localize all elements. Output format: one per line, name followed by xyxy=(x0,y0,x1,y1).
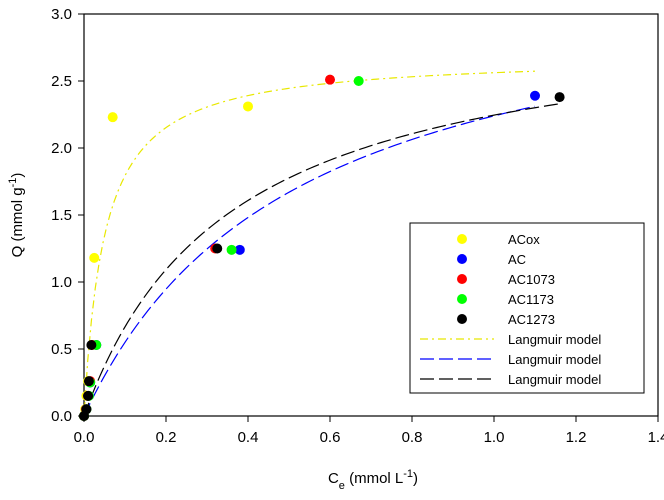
x-tick-label: 1.4 xyxy=(648,429,664,446)
y-tick-label: 1.5 xyxy=(51,207,72,224)
legend-label: ACox xyxy=(508,232,540,247)
point-ac1273 xyxy=(83,390,94,401)
x-tick-label: 1.0 xyxy=(484,429,505,446)
point-ac1173 xyxy=(226,244,237,255)
y-axis-label: Q (mmol g-1) xyxy=(7,173,26,258)
x-tick-label: 0.0 xyxy=(74,429,95,446)
legend: ACox AC AC1073 AC1173 AC1273 Langmuir model La… xyxy=(409,222,645,394)
point-ac xyxy=(530,90,540,101)
y-tick-label: 2.5 xyxy=(51,73,72,90)
y-axis: 0.0 0.5 1.0 1.5 2.0 2.5 3.0 xyxy=(51,6,84,425)
y-axis-label-sup: -1 xyxy=(7,178,19,188)
y-axis-label-main: Q (mmol g xyxy=(9,187,26,257)
point-ac1173 xyxy=(353,76,364,86)
langmuir-model-line-3 xyxy=(83,103,560,417)
legend-marker-ac1273 xyxy=(457,314,467,324)
legend-label: AC1173 xyxy=(508,292,554,307)
point-ac1273 xyxy=(81,404,92,415)
legend-marker-ac1173 xyxy=(457,294,467,304)
legend-label: AC1073 xyxy=(508,272,555,287)
x-axis-label-sub: e xyxy=(339,480,345,492)
y-axis-label-close: ) xyxy=(9,173,26,178)
legend-label: Langmuir model xyxy=(508,332,601,347)
y-tick-label: 2.0 xyxy=(51,140,72,157)
x-axis-label-rest: (mmol L xyxy=(345,470,403,487)
x-axis-label: Ce (mmol L-1) xyxy=(328,468,418,492)
legend-label: AC xyxy=(508,252,526,267)
legend-marker-ac xyxy=(457,254,467,264)
point-ac xyxy=(234,244,245,255)
point-ac1273 xyxy=(554,92,565,103)
y-tick-label: 1.0 xyxy=(51,274,72,291)
legend-marker-ac1073 xyxy=(457,274,467,284)
legend-box xyxy=(409,222,645,394)
x-tick-label: 1.2 xyxy=(566,429,587,446)
x-tick-label: 0.2 xyxy=(156,429,177,446)
x-axis-label-close: ) xyxy=(413,470,418,487)
point-acox xyxy=(89,252,100,263)
x-axis: 0.0 0.2 0.4 0.6 0.8 1.0 1.2 1.4 xyxy=(74,416,664,446)
y-tick-label: 3.0 xyxy=(51,6,72,23)
langmuir-model-line-1 xyxy=(83,70,536,417)
x-axis-label-main: C xyxy=(328,470,339,487)
y-tick-label: 0.0 xyxy=(51,408,72,425)
point-ac1073 xyxy=(325,74,335,85)
legend-label: Langmuir model xyxy=(508,372,601,387)
legend-marker-acox xyxy=(457,234,467,244)
x-tick-label: 0.4 xyxy=(238,429,259,446)
legend-label: AC1273 xyxy=(508,312,555,327)
legend-label: Langmuir model xyxy=(508,352,601,367)
x-axis-label-sup: -1 xyxy=(403,468,413,480)
point-ac1273 xyxy=(212,243,223,254)
point-ac1273 xyxy=(86,339,97,350)
point-acox xyxy=(243,101,253,112)
x-tick-label: 0.8 xyxy=(402,429,423,446)
point-acox xyxy=(107,112,118,123)
langmuir-model-line-2 xyxy=(83,105,536,417)
x-tick-label: 0.6 xyxy=(320,429,341,446)
y-tick-label: 0.5 xyxy=(51,341,72,358)
point-ac1273 xyxy=(83,376,94,387)
plot-area xyxy=(79,13,659,421)
